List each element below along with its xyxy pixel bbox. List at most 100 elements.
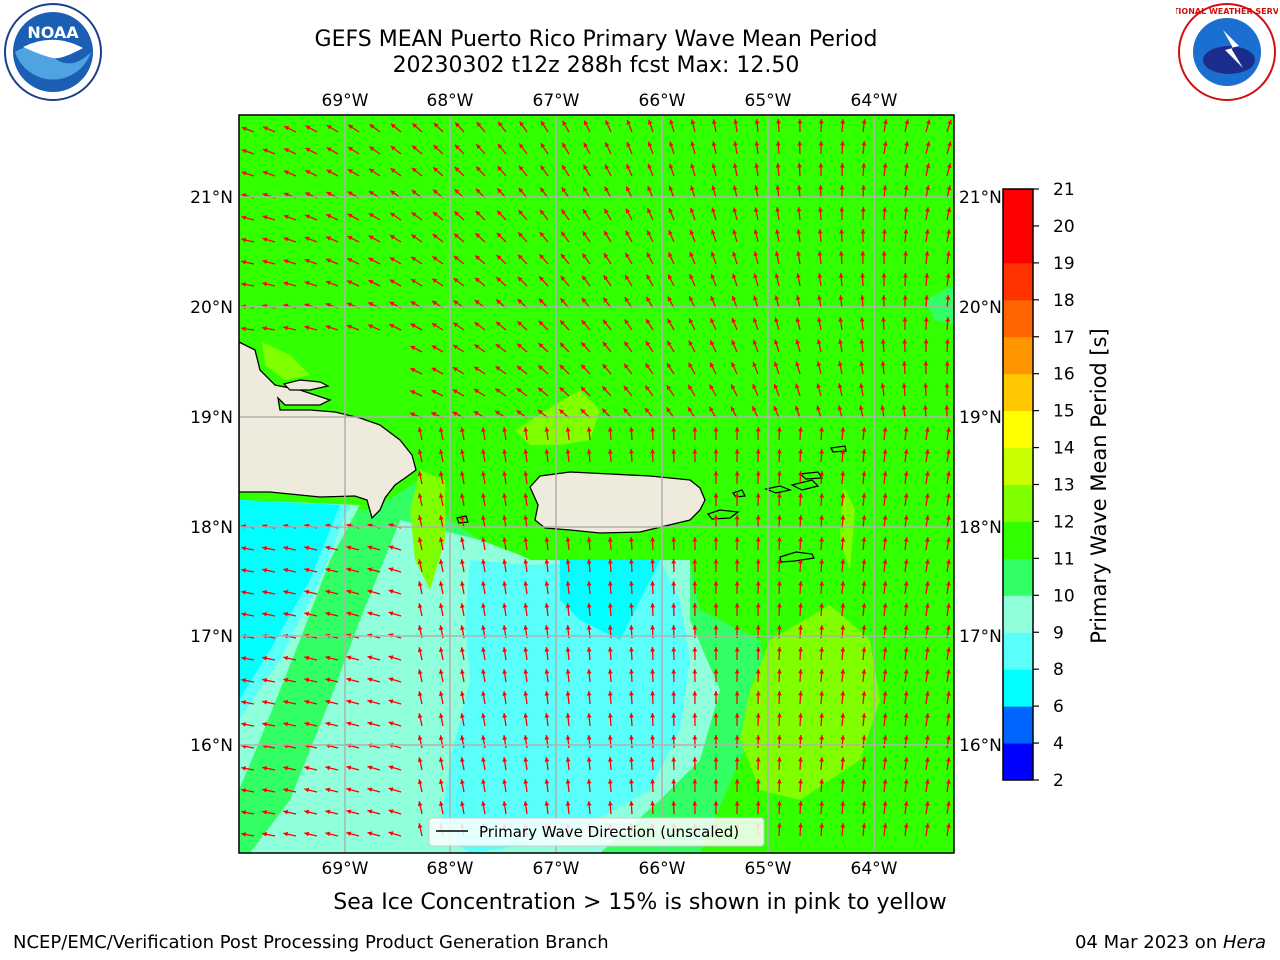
wave-arrow xyxy=(481,647,486,661)
wave-arrow xyxy=(840,646,846,661)
wave-arrow xyxy=(454,122,465,133)
wave-arrow xyxy=(586,668,592,683)
wave-arrow xyxy=(646,207,654,221)
wave-arrow xyxy=(388,655,402,661)
wave-arrow xyxy=(283,170,297,177)
wave-arrow xyxy=(924,735,930,749)
wave-arrow xyxy=(538,342,549,353)
wave-arrow xyxy=(946,603,951,617)
wave-arrow xyxy=(325,213,339,221)
wave-arrow xyxy=(734,514,740,529)
wave-arrow xyxy=(438,581,444,595)
wave-arrow xyxy=(544,691,550,705)
wave-arrow xyxy=(241,766,255,771)
wave-arrow xyxy=(325,589,339,595)
lat-label-left: 16°N xyxy=(190,736,233,756)
wave-arrow xyxy=(645,340,654,353)
nws-logo: NATIONAL WEATHER SERVICE xyxy=(1176,3,1278,101)
wave-arrow xyxy=(481,603,486,617)
wave-arrow xyxy=(796,207,802,221)
wave-arrow xyxy=(666,340,675,353)
wave-arrow xyxy=(544,581,550,595)
wave-arrow xyxy=(586,580,592,595)
wave-arrow xyxy=(438,493,444,507)
wave-arrow xyxy=(518,165,528,177)
wave-arrow xyxy=(650,646,655,661)
wave-arrow xyxy=(798,536,803,551)
lon-label-bottom: 67°W xyxy=(533,859,580,879)
wave-arrow xyxy=(773,361,780,375)
wave-arrow xyxy=(882,669,888,683)
wave-arrow xyxy=(837,361,843,375)
wave-arrow xyxy=(650,558,655,573)
wave-arrow xyxy=(607,800,613,815)
wave-arrow xyxy=(903,713,909,727)
wave-arrow xyxy=(710,251,717,265)
wave-arrow xyxy=(903,207,909,221)
wave-arrow xyxy=(481,427,486,441)
wave-arrow xyxy=(818,162,824,177)
wave-arrow xyxy=(795,339,801,353)
wave-arrow xyxy=(367,611,381,617)
wave-arrow xyxy=(775,207,781,221)
wave-arrow xyxy=(692,558,698,573)
wave-arrow xyxy=(389,323,402,331)
wave-arrow xyxy=(924,823,930,837)
wave-arrow xyxy=(819,580,825,595)
wave-arrow xyxy=(690,185,696,199)
wave-arrow xyxy=(346,324,360,331)
wave-arrow xyxy=(713,800,719,815)
wave-arrow xyxy=(731,339,738,353)
wave-arrow xyxy=(325,611,339,617)
wave-arrow xyxy=(389,234,402,243)
wave-arrow xyxy=(368,235,381,243)
wave-arrow xyxy=(586,712,592,727)
wave-arrow xyxy=(241,612,255,617)
wave-arrow xyxy=(325,236,339,243)
wave-arrow xyxy=(388,611,402,617)
wave-arrow xyxy=(819,712,825,727)
wave-arrow xyxy=(923,404,928,419)
wave-arrow xyxy=(368,168,381,177)
wave-arrow xyxy=(754,163,760,177)
wave-arrow xyxy=(946,735,951,749)
wave-arrow xyxy=(710,317,717,331)
wave-arrow xyxy=(284,125,297,133)
colorbar-segment xyxy=(1003,373,1033,412)
wave-arrow xyxy=(923,338,929,353)
wave-arrow xyxy=(819,514,825,529)
wave-arrow xyxy=(523,757,529,771)
wave-arrow xyxy=(881,272,887,287)
wave-arrow xyxy=(671,668,677,683)
footer-host: Hera xyxy=(1222,932,1266,953)
wave-arrow xyxy=(433,144,444,155)
wave-arrow xyxy=(460,713,465,727)
wave-arrow xyxy=(607,712,613,727)
wave-arrow xyxy=(840,756,846,771)
wave-arrow xyxy=(368,279,381,287)
wave-arrow xyxy=(710,273,717,287)
wave-arrow xyxy=(669,141,675,155)
wave-arrow xyxy=(497,165,507,177)
wave-arrow xyxy=(818,206,823,221)
wave-arrow xyxy=(438,713,444,727)
wave-arrow xyxy=(924,493,930,507)
wave-arrow xyxy=(607,602,613,617)
wave-arrow xyxy=(755,492,761,507)
colorbar-segment xyxy=(1003,743,1033,781)
wave-arrow xyxy=(882,515,888,529)
wave-arrow xyxy=(924,294,929,309)
wave-arrow xyxy=(798,712,803,727)
legend-text: Primary Wave Direction (unscaled) xyxy=(479,823,739,841)
wave-arrow xyxy=(755,580,761,595)
wave-arrow xyxy=(840,448,846,463)
wave-arrow xyxy=(367,809,381,815)
lon-label-top: 67°W xyxy=(533,91,580,111)
wave-arrow xyxy=(713,756,719,771)
wave-arrow xyxy=(559,342,570,353)
wave-arrow xyxy=(241,171,255,177)
wave-arrow xyxy=(561,186,570,199)
wave-arrow xyxy=(861,581,867,595)
wave-arrow xyxy=(882,141,888,155)
wave-arrow xyxy=(388,787,402,793)
